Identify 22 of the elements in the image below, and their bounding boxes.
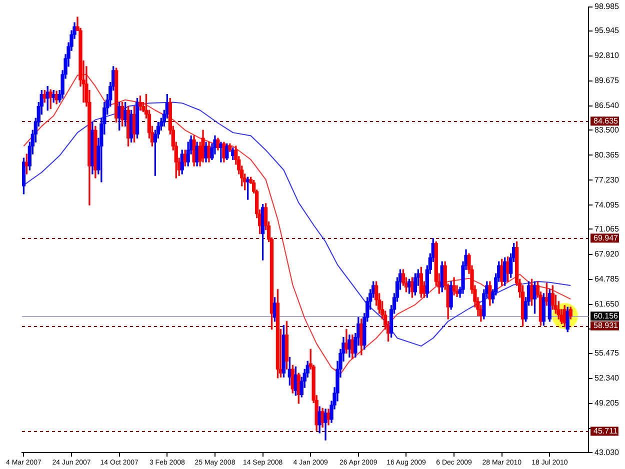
ref-line-label: 58.931 xyxy=(594,321,619,330)
y-tick-label: 61.650 xyxy=(594,299,620,308)
y-tick-label: 77.230 xyxy=(594,175,620,184)
y-tick-label: 89.675 xyxy=(594,76,620,86)
y-tick-label: 49.205 xyxy=(594,398,620,408)
y-tick-label: 98.985 xyxy=(594,2,620,12)
y-tick-label: 83.500 xyxy=(594,125,620,134)
y-tick-label: 80.365 xyxy=(594,150,620,160)
ref-line-label: 84.635 xyxy=(594,116,619,126)
ref-line-label: 60.156 xyxy=(594,311,619,320)
ref-line-label: 45.711 xyxy=(594,426,618,436)
y-tick-label: 92.810 xyxy=(594,51,620,60)
y-tick-label: 74.095 xyxy=(594,200,620,210)
y-tick-label: 52.340 xyxy=(594,374,620,383)
y-tick-label: 71.065 xyxy=(594,224,620,234)
y-tick-label: 67.920 xyxy=(594,250,620,258)
y-tick-label: 55.475 xyxy=(594,348,620,358)
y-tick-label: 43.030 xyxy=(594,448,620,457)
y-tick-label: 86.540 xyxy=(594,101,620,110)
y-tick-label: 64.785 xyxy=(594,274,620,284)
y-tick-label: 95.945 xyxy=(594,26,620,36)
ref-line-label: 69.947 xyxy=(594,233,619,242)
